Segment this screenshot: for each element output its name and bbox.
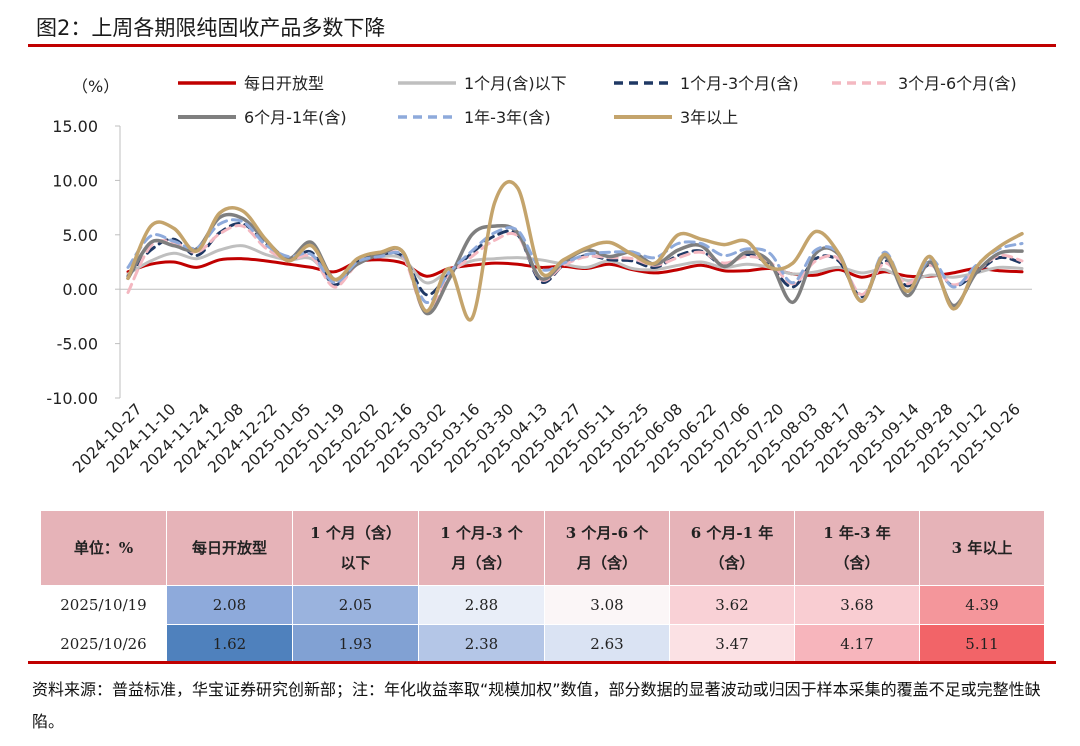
value-cell: 4.17 xyxy=(794,624,920,664)
y-tick-label: 5.00 xyxy=(62,226,98,245)
header-text: 单位：% xyxy=(73,539,134,557)
value-cell: 2.05 xyxy=(292,585,419,625)
source-note: 资料来源：普益标准，华宝证券研究创新部；注：年化收益率取“规模加权”数值，部分数… xyxy=(32,680,1041,731)
table-header-cell: 1 个月-3 个月（含） xyxy=(418,510,545,586)
header-text: 月（含） xyxy=(576,554,637,572)
value-cell: 2.08 xyxy=(166,585,293,625)
header-text: 1 个月（含） xyxy=(310,524,401,542)
row-date-cell: 2025/10/19 xyxy=(40,585,167,625)
value-cell: 1.93 xyxy=(292,624,419,664)
y-tick-label: 0.00 xyxy=(62,280,98,299)
series-line-6 xyxy=(126,179,1024,322)
header-text: （含） xyxy=(709,554,755,572)
table-header-cell: 3 个月-6 个月（含） xyxy=(544,510,670,586)
header-text: 每日开放型 xyxy=(191,539,267,557)
title-rule xyxy=(28,44,1056,47)
legend-label-1: 1个月(含)以下 xyxy=(464,74,567,93)
value-cell: 2.38 xyxy=(418,624,545,664)
table-header-cell: 每日开放型 xyxy=(166,510,293,586)
header-text: 以下 xyxy=(340,554,371,572)
y-tick-label: -5.00 xyxy=(57,335,98,354)
value-cell: 4.39 xyxy=(919,585,1045,625)
value-cell: 5.11 xyxy=(919,624,1045,664)
header-text: 3 个月-6 个 xyxy=(565,524,649,542)
y-tick-label: -10.00 xyxy=(46,389,98,408)
value-cell: 2.88 xyxy=(418,585,545,625)
value-cell: 2.63 xyxy=(544,624,670,664)
header-text: 1 年-3 年 xyxy=(823,524,891,542)
table-header-cell: 单位：% xyxy=(40,510,167,586)
table-row: 2025/10/19 2.08 2.05 2.88 3.08 3.62 3.68 4.39 xyxy=(40,585,1045,625)
header-text: 1 个月-3 个 xyxy=(440,524,523,542)
value-cell: 3.47 xyxy=(669,624,795,664)
table-row: 2025/10/26 1.62 1.93 2.38 2.63 3.47 4.17 5.11 xyxy=(40,624,1045,664)
yield-table: 单位：% 每日开放型 1 个月（含） 以下 1 个月-3 个月（含） 3 个月-6 个月（… xyxy=(40,510,1045,664)
value-cell: 3.62 xyxy=(669,585,795,625)
legend-label-0: 每日开放型 xyxy=(244,74,324,93)
yield-table-container: 单位：% 每日开放型 1 个月（含） 以下 1 个月-3 个月（含） 3 个月-6 个月（… xyxy=(40,510,1045,664)
table-header-cell: 1 年-3 年 （含） xyxy=(794,510,920,586)
header-text: 6 个月-1 年 xyxy=(690,524,774,542)
legend-label-2: 1个月-3个月(含) xyxy=(680,74,799,93)
table-header-cell: 1 个月（含） 以下 xyxy=(292,510,419,586)
table-header-row: 单位：% 每日开放型 1 个月（含） 以下 1 个月-3 个月（含） 3 个月-6 个月（… xyxy=(40,510,1045,586)
table-header-cell: 6 个月-1 年 （含） xyxy=(669,510,795,586)
series-line-1 xyxy=(126,244,1024,285)
footer-rule xyxy=(28,661,1056,664)
figure-title: 图2：上周各期限纯固收产品多数下降 xyxy=(36,16,386,40)
header-text: 3 年以上 xyxy=(951,539,1013,557)
y-axis-label: （%） xyxy=(72,77,119,96)
legend-label-3: 3个月-6个月(含) xyxy=(898,74,1017,93)
header-text: 月（含） xyxy=(451,554,512,572)
legend-label-5: 1年-3年(含) xyxy=(464,108,551,127)
line-chart: （%）15.0010.005.000.00-5.00-10.002024-10-… xyxy=(46,74,1032,477)
header-text: （含） xyxy=(834,554,880,572)
legend-label-4: 6个月-1年(含) xyxy=(244,108,347,127)
row-date-cell: 2025/10/26 xyxy=(40,624,167,664)
legend-label-6: 3年以上 xyxy=(680,108,738,127)
value-cell: 3.08 xyxy=(544,585,670,625)
table-header-cell: 3 年以上 xyxy=(919,510,1045,586)
value-cell: 3.68 xyxy=(794,585,920,625)
y-tick-label: 10.00 xyxy=(52,171,98,190)
value-cell: 1.62 xyxy=(166,624,293,664)
y-tick-label: 15.00 xyxy=(52,117,98,136)
table-body: 2025/10/19 2.08 2.05 2.88 3.08 3.62 3.68 4.39 20… xyxy=(40,585,1045,664)
